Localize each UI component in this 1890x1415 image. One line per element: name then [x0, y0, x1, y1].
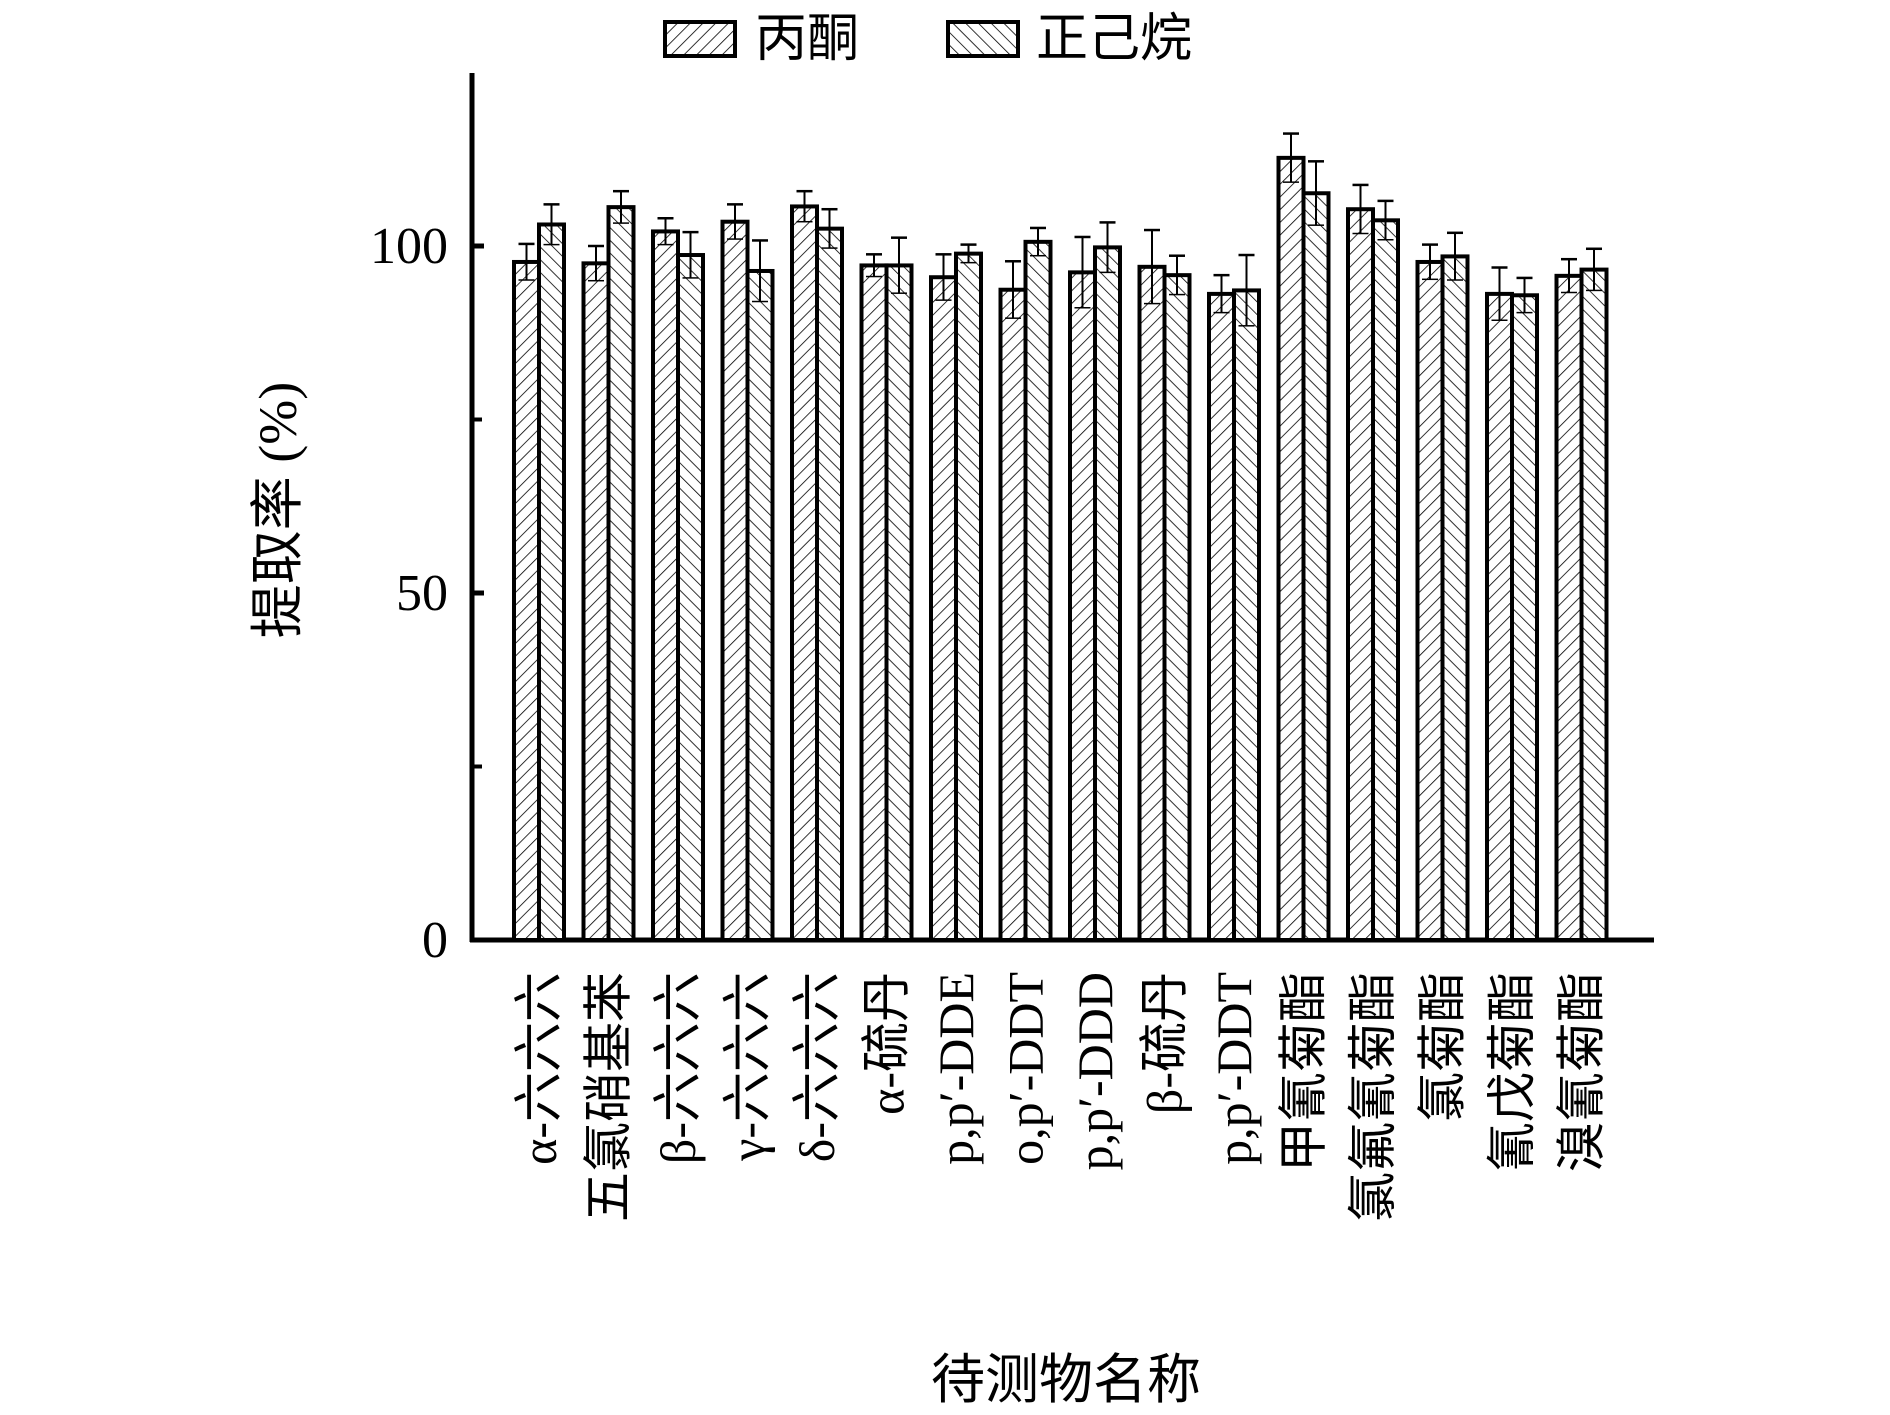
bar-hexane	[537, 222, 566, 942]
x-tick-label: α-硫丹	[859, 972, 915, 1115]
legend-swatch-acetone	[663, 20, 737, 58]
bar-hexane	[606, 205, 636, 943]
legend: 丙酮 正己烷	[663, 11, 1192, 68]
bar-hexane	[815, 226, 844, 942]
y-ticks: 0 50 100	[370, 218, 484, 969]
bar-acetone	[1207, 291, 1236, 942]
legend-label-acetone: 丙酮	[755, 11, 859, 68]
bar-hexane	[1440, 254, 1470, 943]
x-tick-labels: α-六六六 五氯硝基苯 β-六六六 γ-六六六 δ-六六六 α-硫丹 p,p′-DDE o,p…	[511, 972, 1610, 1222]
bar-acetone	[651, 229, 680, 942]
bar-acetone	[1276, 155, 1306, 942]
x-axis-title: 待测物名称	[931, 1350, 1201, 1410]
bar-hexane	[1371, 218, 1400, 942]
bar-acetone	[998, 287, 1028, 942]
x-tick-label: γ-六六六	[720, 972, 776, 1162]
bar-acetone	[790, 204, 819, 942]
bar-hexane	[954, 251, 983, 943]
x-tick-label: β-六六六	[650, 972, 706, 1164]
bar-acetone	[720, 219, 750, 942]
x-tick-label: 溴氰菊酯	[1554, 972, 1610, 1172]
legend-swatch-hexane	[946, 20, 1020, 58]
bar-acetone	[859, 263, 889, 942]
bar-hexane	[1232, 288, 1261, 942]
x-tick-label: o,p′-DDT	[998, 972, 1054, 1165]
x-tick-label: 五氯硝基苯	[581, 972, 637, 1222]
bar-hexane	[1301, 191, 1331, 943]
bar-hexane	[1162, 273, 1192, 942]
y-tick-label: 100	[370, 218, 448, 275]
x-tick-label: p,p′-DDD	[1067, 972, 1123, 1170]
x-tick-label: δ-六六六	[789, 972, 845, 1162]
bar-acetone	[512, 259, 541, 943]
x-tick-label: 氰戊菊酯	[1484, 972, 1540, 1172]
x-tick-label: α-六六六	[511, 972, 567, 1165]
x-tick-label: p,p′-DDT	[1206, 972, 1262, 1165]
bars	[512, 132, 1609, 943]
bar-hexane	[1510, 293, 1539, 942]
bar-hexane	[676, 253, 705, 943]
bar-acetone	[581, 261, 611, 943]
x-tick-label: p,p′-DDE	[928, 972, 984, 1165]
bar-acetone	[1137, 264, 1167, 942]
x-tick-label: 氯氟氰菊酯	[1345, 972, 1401, 1222]
bar-hexane	[1579, 267, 1609, 942]
legend-label-hexane: 正己烷	[1036, 11, 1192, 68]
bar-acetone	[1346, 207, 1375, 942]
y-axis-title: 提取率 (%)	[248, 382, 308, 638]
bar-acetone	[1485, 291, 1514, 942]
x-tick-label: 氯菊酯	[1415, 972, 1471, 1122]
bar-acetone	[1415, 259, 1445, 943]
y-tick-label: 0	[422, 912, 448, 969]
bar-acetone	[1068, 270, 1097, 942]
bar-hexane	[884, 263, 914, 942]
x-tick-label: 甲氰菊酯	[1276, 972, 1332, 1172]
bar-acetone	[929, 275, 958, 943]
bar-acetone	[1554, 273, 1584, 943]
bar-hexane	[1093, 245, 1122, 942]
y-tick-label: 50	[396, 565, 448, 622]
bar-hexane	[745, 268, 775, 942]
x-tick-label: β-硫丹	[1137, 972, 1193, 1114]
bar-hexane	[1023, 239, 1053, 942]
